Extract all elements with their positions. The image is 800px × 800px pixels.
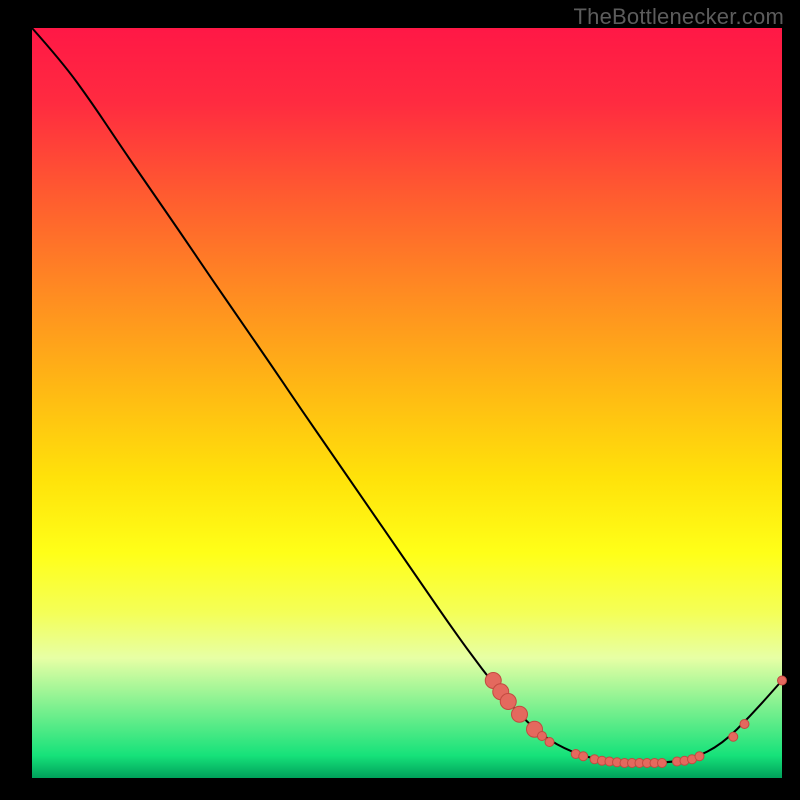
curve-marker <box>545 738 554 747</box>
bottleneck-chart <box>0 0 800 800</box>
curve-marker <box>740 720 749 729</box>
watermark-text: TheBottlenecker.com <box>574 4 784 30</box>
curve-marker <box>579 752 588 761</box>
curve-marker <box>538 732 547 741</box>
curve-marker <box>695 752 704 761</box>
curve-marker <box>658 759 667 768</box>
curve-marker <box>512 706 528 722</box>
chart-container: TheBottlenecker.com <box>0 0 800 800</box>
curve-marker <box>778 676 787 685</box>
curve-marker <box>500 694 516 710</box>
plot-background <box>32 28 782 778</box>
curve-marker <box>729 732 738 741</box>
